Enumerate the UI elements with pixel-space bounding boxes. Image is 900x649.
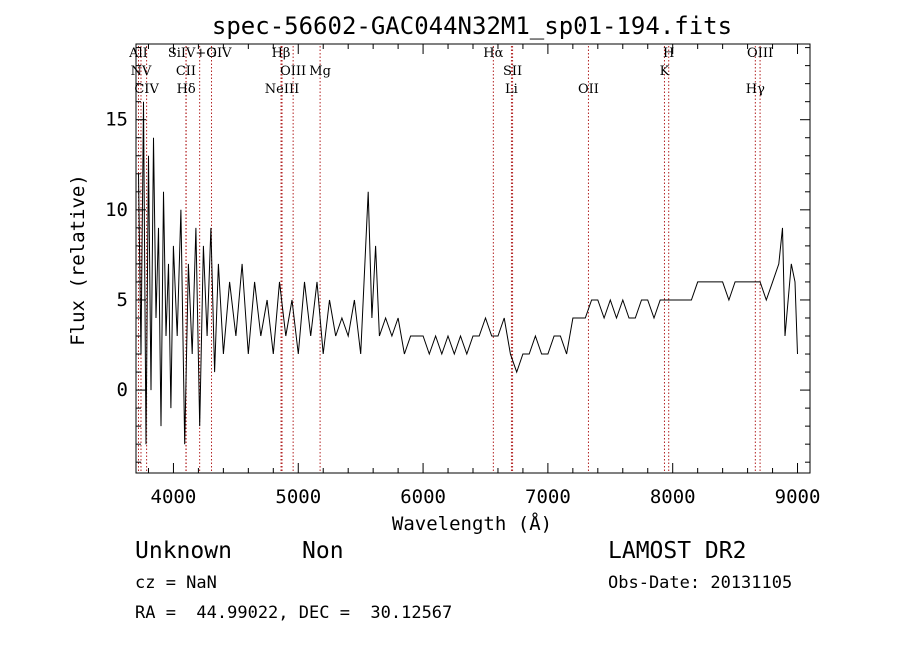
chart-title: spec-56602-GAC044N32M1_sp01-194.fits bbox=[212, 12, 732, 40]
line-label-15: H bbox=[663, 46, 674, 61]
line-label-14: OII bbox=[578, 82, 599, 97]
line-label-12: Hα bbox=[483, 46, 503, 61]
line-label-10: Mg bbox=[309, 64, 331, 79]
class-label: Unknown bbox=[135, 538, 232, 564]
line-label-13: SII bbox=[503, 64, 522, 79]
x-tick-label-7000: 7000 bbox=[525, 486, 571, 508]
line-label-1: NV bbox=[131, 64, 152, 79]
coords-label: RA = 44.99022, DEC = 30.12567 bbox=[135, 603, 453, 623]
x-tick-label-8000: 8000 bbox=[650, 486, 696, 508]
line-label-17: Hγ bbox=[746, 82, 765, 97]
line-label-11: Li bbox=[505, 82, 518, 97]
plot-frame bbox=[135, 43, 811, 474]
line-label-2: CIV bbox=[134, 82, 159, 97]
spectrum-series-0 bbox=[138, 101, 798, 445]
line-label-18: OIII bbox=[747, 46, 773, 61]
line-label-4: CII bbox=[176, 64, 196, 79]
line-label-7: OIII bbox=[280, 64, 306, 79]
cz-label: cz = NaN bbox=[135, 573, 217, 593]
subclass-label: Non bbox=[302, 538, 344, 564]
x-tick-label-6000: 6000 bbox=[400, 486, 446, 508]
y-axis-label: Flux (relative) bbox=[67, 174, 89, 346]
y-tick-label-10: 10 bbox=[105, 199, 128, 221]
y-tick-label-5: 5 bbox=[117, 289, 128, 311]
line-label-9: Hβ bbox=[272, 46, 291, 61]
line-label-8: NeIII bbox=[265, 82, 299, 97]
line-label-5: Hδ bbox=[177, 82, 196, 97]
obs-date-label: Obs-Date: 20131105 bbox=[608, 573, 793, 593]
line-label-0: AlI bbox=[128, 46, 148, 61]
x-axis-label: Wavelength (Å) bbox=[392, 512, 552, 535]
line-label-6: G bbox=[206, 46, 216, 61]
x-tick-label-4000: 4000 bbox=[151, 486, 197, 508]
x-tick-label-9000: 9000 bbox=[775, 486, 821, 508]
x-tick-label-5000: 5000 bbox=[275, 486, 321, 508]
line-label-16: K bbox=[660, 64, 670, 79]
plot-area: AlI NV CIV SiIV+OIV CII Hδ G OIII NeIII Hβ Mg Li HαS… bbox=[105, 43, 821, 508]
line-label-3: SiIV+OIV bbox=[168, 46, 232, 61]
survey-label: LAMOST DR2 bbox=[608, 538, 747, 564]
y-tick-label-0: 0 bbox=[117, 379, 128, 401]
y-tick-label-15: 15 bbox=[105, 109, 128, 131]
